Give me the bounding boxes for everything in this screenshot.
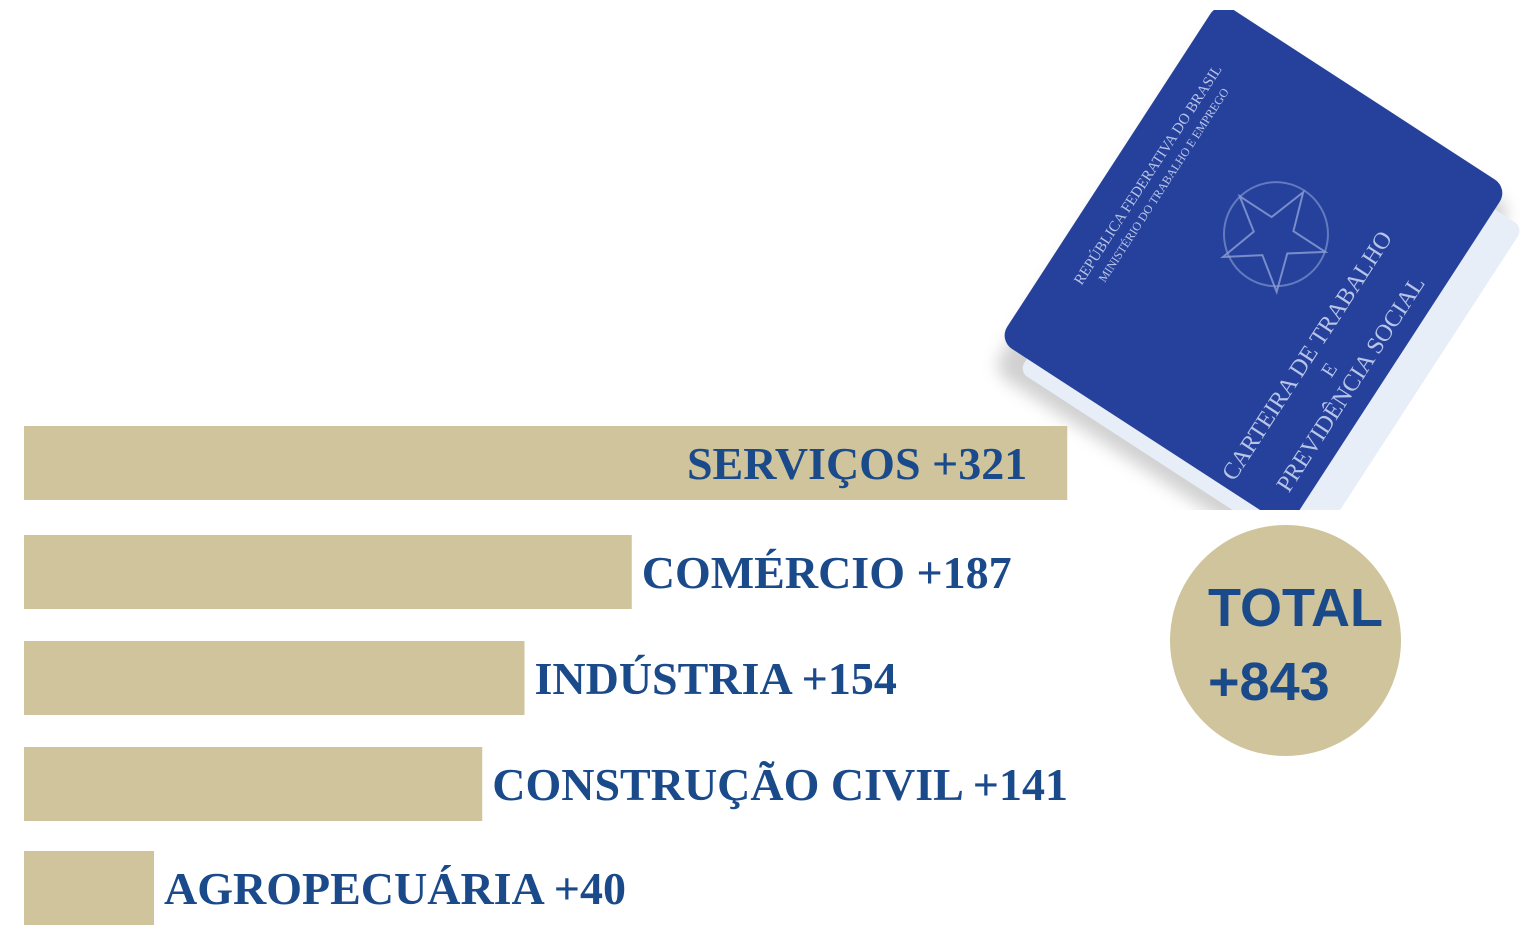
bar-4 bbox=[24, 851, 154, 925]
bar-2 bbox=[24, 641, 525, 715]
bar-0 bbox=[24, 426, 1068, 500]
sector-bar-chart: SERVIÇOS +321 COMÉRCIO +187 INDÚSTRIA +154… bbox=[24, 426, 1068, 925]
bar-label-4: AGROPECUÁRIA +40 bbox=[164, 863, 626, 914]
bar-1 bbox=[24, 535, 632, 609]
bar-label-3: CONSTRUÇÃO CIVIL +141 bbox=[492, 759, 1068, 810]
bar-label-2: INDÚSTRIA +154 bbox=[535, 653, 897, 704]
bar-label-0: SERVIÇOS +321 bbox=[687, 438, 1027, 489]
total-badge: TOTAL +843 bbox=[1170, 525, 1401, 756]
passport-cover bbox=[1004, 10, 1503, 510]
total-label: TOTAL bbox=[1208, 578, 1383, 638]
work-card-passport-image: REPÚBLICA FEDERATIVA DO BRASIL MINISTÉRI… bbox=[997, 10, 1520, 510]
bar-label-1: COMÉRCIO +187 bbox=[642, 547, 1012, 598]
total-value: +843 bbox=[1208, 652, 1330, 712]
bar-3 bbox=[24, 747, 483, 821]
